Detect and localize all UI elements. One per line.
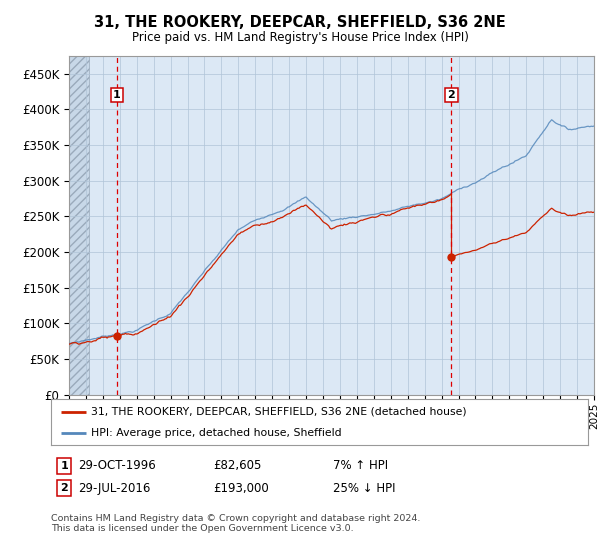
Text: Contains HM Land Registry data © Crown copyright and database right 2024.
This d: Contains HM Land Registry data © Crown c…: [51, 514, 421, 534]
Text: Price paid vs. HM Land Registry's House Price Index (HPI): Price paid vs. HM Land Registry's House …: [131, 31, 469, 44]
Text: 1: 1: [61, 461, 68, 471]
Text: 7% ↑ HPI: 7% ↑ HPI: [333, 459, 388, 473]
Text: 2: 2: [61, 483, 68, 493]
Text: 29-JUL-2016: 29-JUL-2016: [78, 482, 151, 495]
Text: 2: 2: [448, 90, 455, 100]
Text: £82,605: £82,605: [213, 459, 262, 473]
Text: HPI: Average price, detached house, Sheffield: HPI: Average price, detached house, Shef…: [91, 428, 342, 438]
Text: 31, THE ROOKERY, DEEPCAR, SHEFFIELD, S36 2NE (detached house): 31, THE ROOKERY, DEEPCAR, SHEFFIELD, S36…: [91, 407, 467, 417]
Text: £193,000: £193,000: [213, 482, 269, 495]
Text: 31, THE ROOKERY, DEEPCAR, SHEFFIELD, S36 2NE: 31, THE ROOKERY, DEEPCAR, SHEFFIELD, S36…: [94, 15, 506, 30]
Bar: [69, 56, 89, 395]
Text: 25% ↓ HPI: 25% ↓ HPI: [333, 482, 395, 495]
Text: 1: 1: [113, 90, 121, 100]
Text: 29-OCT-1996: 29-OCT-1996: [78, 459, 156, 473]
